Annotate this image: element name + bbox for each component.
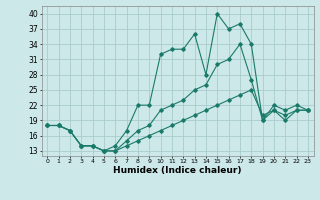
X-axis label: Humidex (Indice chaleur): Humidex (Indice chaleur): [113, 166, 242, 175]
